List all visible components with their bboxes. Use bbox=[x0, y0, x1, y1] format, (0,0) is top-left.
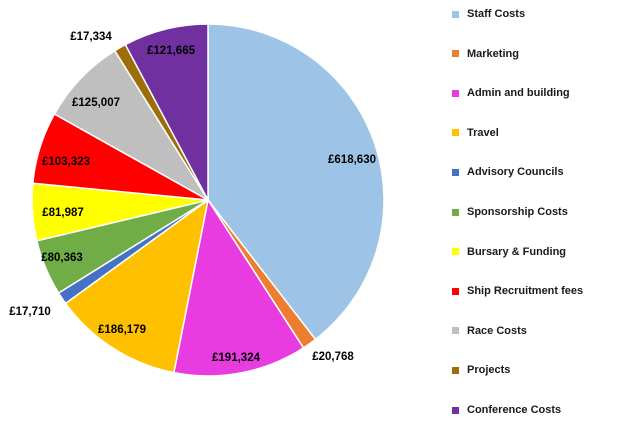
legend-label: Travel bbox=[467, 126, 499, 139]
legend-label: Advisory Councils bbox=[467, 166, 564, 179]
legend-label: Conference Costs bbox=[467, 404, 562, 416]
data-label-bursary-and-funding: £81,987 bbox=[42, 207, 84, 219]
data-label-staff-costs: £618,630 bbox=[328, 154, 376, 166]
legend-item-marketing: Marketing bbox=[452, 46, 519, 62]
legend-label: Staff Costs bbox=[467, 8, 526, 20]
legend-item-travel: Travel bbox=[452, 125, 499, 141]
legend-swatch bbox=[452, 208, 459, 216]
pie-slice-travel bbox=[64, 198, 210, 374]
legend-label: Admin and building bbox=[467, 87, 570, 100]
legend-label: Sponsorship Costs bbox=[467, 206, 568, 218]
pie-slice-admin-and-building bbox=[172, 198, 305, 377]
legend-swatch bbox=[452, 129, 459, 137]
data-label-marketing: £20,768 bbox=[312, 351, 354, 363]
data-label-projects: £17,334 bbox=[70, 31, 112, 43]
legend-swatch bbox=[452, 287, 459, 295]
pie-slice-conference-costs bbox=[124, 23, 209, 201]
legend-label: Bursary & Funding bbox=[467, 245, 567, 258]
legend-label: Ship Recruitment fees bbox=[467, 285, 584, 298]
data-label-admin-and-building: £191,324 bbox=[212, 352, 261, 364]
data-label-sponsorship-costs: £80,363 bbox=[41, 252, 83, 264]
legend-swatch bbox=[452, 89, 459, 97]
legend-item-advisory-councils: Advisory Councils bbox=[452, 164, 564, 180]
pie-slices bbox=[31, 23, 385, 377]
data-label-conference-costs: £121,665 bbox=[147, 45, 196, 57]
legend-label: Projects bbox=[467, 364, 511, 377]
legend-item-admin-and-building: Admin and building bbox=[452, 85, 570, 101]
pie-slice-staff-costs bbox=[207, 23, 385, 341]
legend-swatch bbox=[452, 50, 459, 58]
legend-swatch bbox=[452, 327, 459, 335]
legend-swatch bbox=[452, 10, 459, 18]
legend-label: Marketing bbox=[467, 47, 519, 60]
legend-swatch bbox=[452, 248, 459, 256]
legend-item-sponsorship-costs: Sponsorship Costs bbox=[452, 204, 568, 220]
data-label-advisory-councils: £17,710 bbox=[9, 306, 51, 318]
legend-item-projects: Projects bbox=[452, 362, 510, 378]
legend-item-race-costs: Race Costs bbox=[452, 323, 527, 339]
legend-label: Race Costs bbox=[467, 324, 527, 337]
data-label-race-costs: £125,007 bbox=[72, 97, 120, 109]
legend-item-conference-costs: Conference Costs bbox=[452, 402, 561, 418]
legend-swatch bbox=[452, 366, 459, 374]
legend-item-bursary-and-funding: Bursary & Funding bbox=[452, 244, 566, 260]
data-label-travel: £186,179 bbox=[98, 324, 146, 336]
legend-item-staff-costs: Staff Costs bbox=[452, 6, 525, 22]
legend-swatch bbox=[452, 168, 459, 176]
data-label-ship-recruitment-fees: £103,323 bbox=[42, 156, 90, 168]
pie-data-labels: £618,630 £20,768 £191,324 £186,179 £17,710 £8… bbox=[9, 31, 376, 364]
legend-swatch bbox=[452, 406, 459, 414]
legend-item-ship-recruitment-fees: Ship Recruitment fees bbox=[452, 283, 583, 299]
